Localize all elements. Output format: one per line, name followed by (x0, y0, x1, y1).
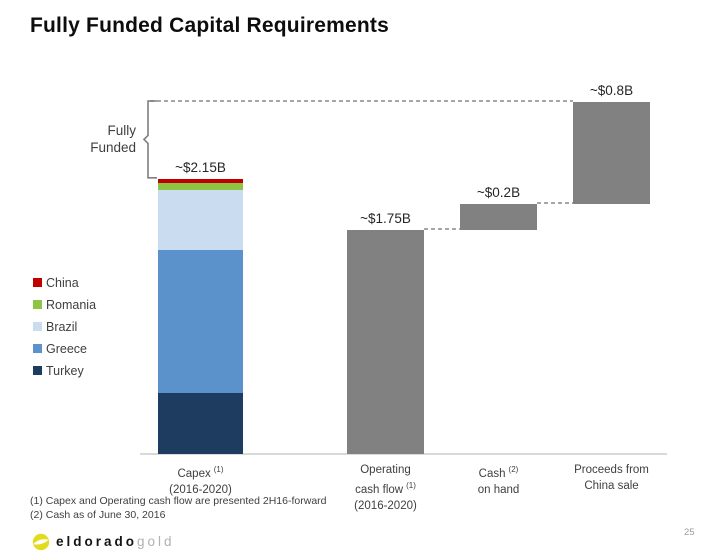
segment-china (158, 178, 243, 183)
brand-name-secondary: gold (137, 534, 175, 549)
legend-item-brazil: Brazil (33, 319, 96, 334)
footnote-marker: (1) (213, 465, 224, 474)
value-label-capex-2016-2020: ~$2.15B (175, 159, 226, 175)
legend-label: China (46, 275, 79, 290)
x-axis-line (140, 453, 667, 455)
x-axis-label-cash-on-hand: Cash (2) on hand (477, 465, 520, 496)
segment-romania (158, 182, 243, 191)
legend-item-turkey: Turkey (33, 363, 96, 378)
legend-label: Romania (46, 297, 97, 312)
fully-funded-bracket (142, 100, 157, 179)
footnote-marker: (1) (406, 481, 416, 490)
fully-funded-line2: Funded (90, 140, 136, 155)
segment-turkey (158, 392, 243, 454)
legend-item-romania: Romania (33, 297, 97, 312)
segment-brazil (158, 190, 243, 251)
legend-item-china: China (33, 275, 96, 290)
footnote-1: (1) Capex and Operating cash flow are pr… (30, 495, 327, 507)
bar-cash-on-hand (460, 204, 537, 230)
value-label-operating-cash-flow-2016-2020: ~$1.75B (360, 211, 411, 226)
fully-funded-line1: Fully (107, 123, 136, 138)
brand-name-primary: eldorado (56, 534, 138, 549)
x-axis-label-capex-2016-2020: Capex (1) (2016-2020) (169, 465, 232, 496)
legend-swatch-greece (33, 344, 42, 353)
segment-greece (158, 250, 243, 393)
legend-label: Turkey (46, 363, 84, 378)
legend-item-greece: Greece (33, 341, 96, 356)
slide-title: Fully Funded Capital Requirements (30, 14, 389, 37)
value-label-cash-on-hand: ~$0.2B (476, 185, 521, 201)
footer-logo: eldorado gold (32, 532, 175, 551)
bar-operating-cash-flow-2016-2020 (347, 230, 424, 454)
x-axis-label-proceeds-from-china-sale: Proceeds from China sale (574, 464, 649, 492)
footnotes: (1) Capex and Operating cash flow are pr… (30, 494, 327, 522)
value-label-proceeds-from-china-sale: ~$0.8B (589, 83, 634, 98)
legend-swatch-romania (33, 300, 42, 309)
footnote-2: (2) Cash as of June 30, 2016 (30, 509, 166, 521)
legend-swatch-brazil (33, 322, 42, 331)
x-axis-label-operating-cash-flow-2016-2020: Operating cash flow (1) (2016-2020) (354, 464, 417, 512)
page-number: 25 (684, 527, 695, 538)
bar-proceeds-from-china-sale (573, 102, 650, 205)
legend-swatch-china (33, 278, 42, 287)
connector-cash-proceeds (537, 202, 573, 205)
legend-label: Greece (46, 341, 87, 356)
eldorado-gold-logo-icon (32, 533, 50, 550)
legend: China Romania Brazil Greece Turkey (33, 276, 96, 386)
connector-opcf-cash (424, 228, 460, 230)
fully-funded-label: Fully Funded (36, 122, 136, 156)
footnote-marker: (2) (508, 465, 519, 474)
bar-capex-2016-2020 (158, 178, 243, 454)
fully-funded-dashed-line (150, 100, 573, 102)
legend-swatch-turkey (33, 366, 42, 375)
legend-label: Brazil (46, 319, 78, 334)
